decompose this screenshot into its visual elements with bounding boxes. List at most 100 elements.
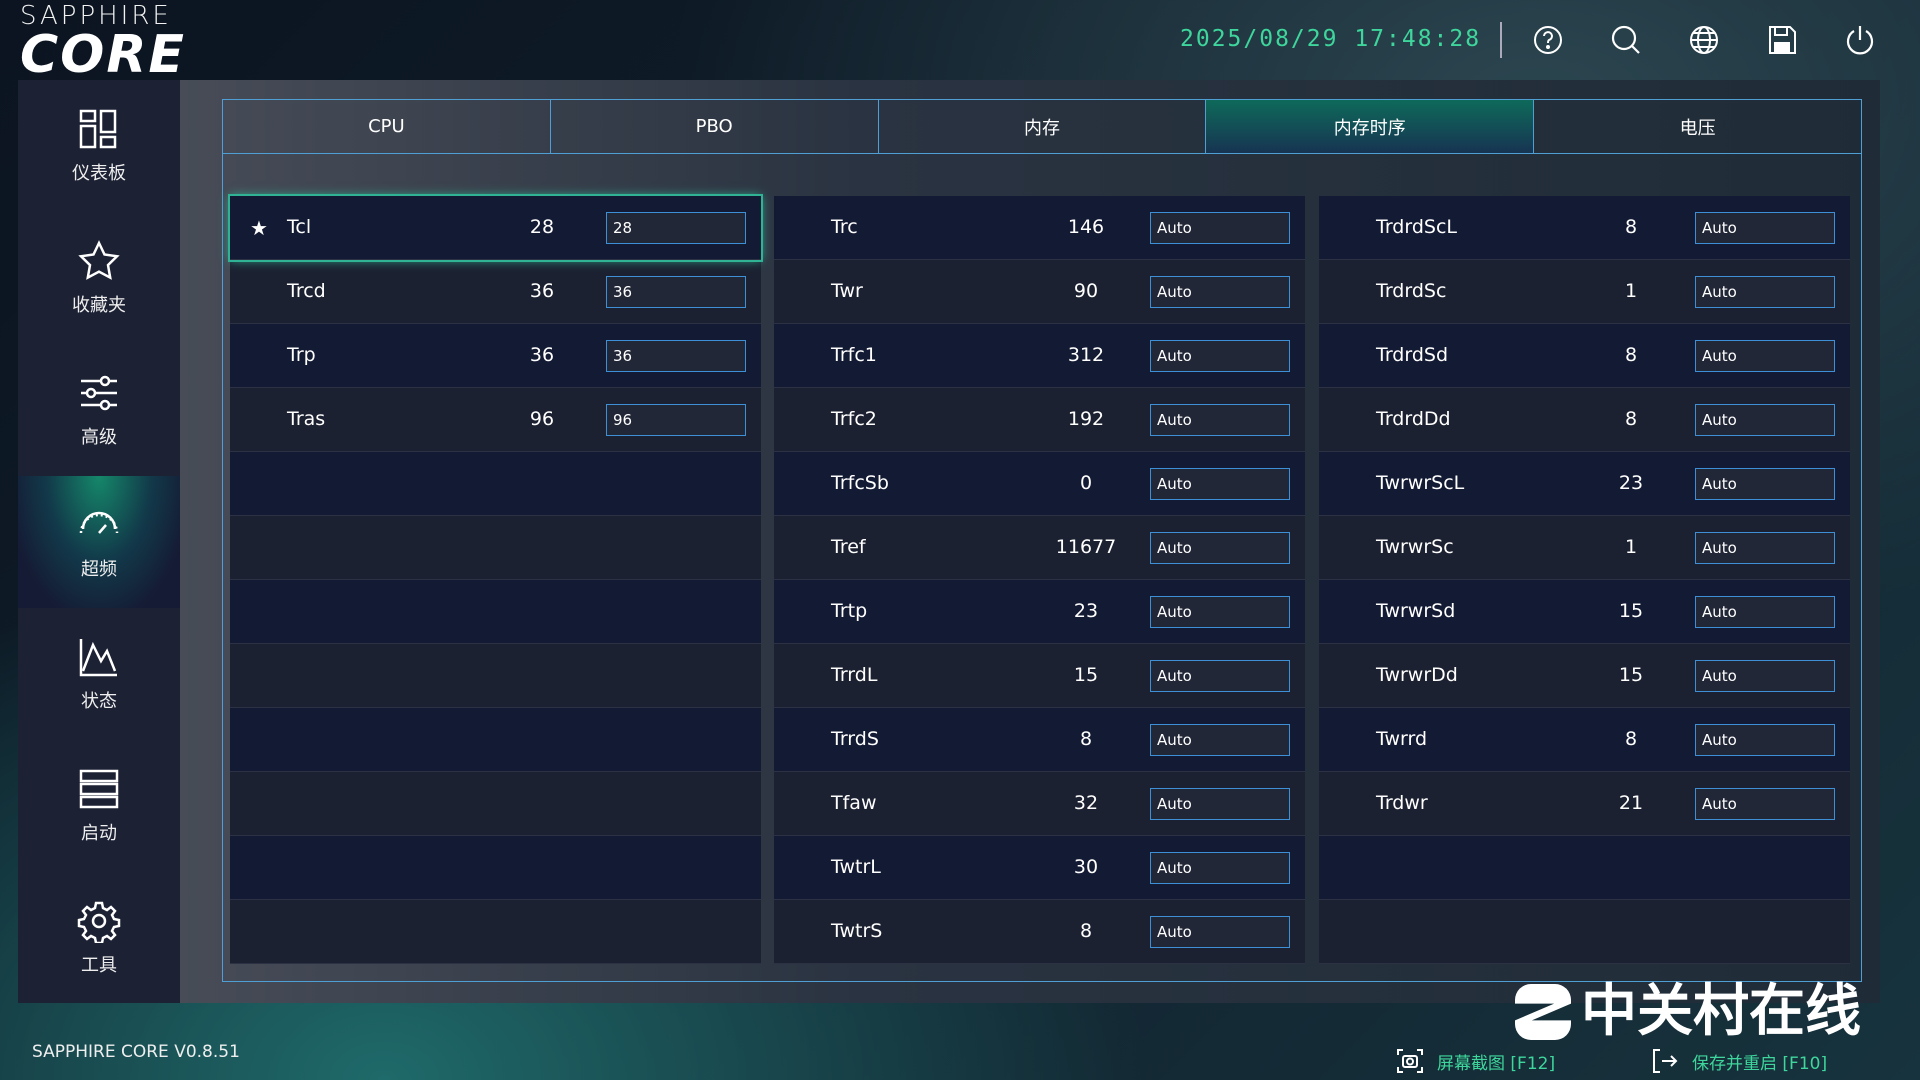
timing-input[interactable]: Auto xyxy=(1150,660,1290,692)
timing-input[interactable]: Auto xyxy=(1150,916,1290,948)
table-row[interactable]: Tref 11677 Auto xyxy=(774,516,1305,580)
timing-current-value: 8 xyxy=(1624,408,1638,430)
table-row[interactable]: Trdwr 21 Auto xyxy=(1319,772,1850,836)
sidebar-item-advanced[interactable]: 高级 xyxy=(18,344,180,476)
timing-input[interactable]: Auto xyxy=(1695,276,1835,308)
search-icon[interactable] xyxy=(1610,24,1642,56)
sidebar-item-overclock[interactable]: 超频 xyxy=(18,476,180,608)
table-row[interactable]: TrdrdScL 8 Auto xyxy=(1319,196,1850,260)
timing-input[interactable]: Auto xyxy=(1150,276,1290,308)
timing-input[interactable]: Auto xyxy=(1150,532,1290,564)
table-row[interactable]: TwtrL 30 Auto xyxy=(774,836,1305,900)
timing-name: TwrwrSd xyxy=(1376,600,1456,622)
table-row[interactable]: Trfc1 312 Auto xyxy=(774,324,1305,388)
power-icon[interactable] xyxy=(1844,24,1876,56)
favorite-star-icon[interactable]: ★ xyxy=(250,216,268,240)
table-row[interactable]: Trfc2 192 Auto xyxy=(774,388,1305,452)
timing-input[interactable]: Auto xyxy=(1150,788,1290,820)
timing-name: Tcl xyxy=(287,216,312,238)
table-row[interactable]: TrdrdSd 8 Auto xyxy=(1319,324,1850,388)
timing-current-value: 28 xyxy=(529,216,555,238)
timing-input[interactable]: Auto xyxy=(1150,852,1290,884)
timing-current-value: 23 xyxy=(1618,472,1644,494)
table-row[interactable]: Trtp 23 Auto xyxy=(774,580,1305,644)
timing-input[interactable]: 36 xyxy=(606,276,746,308)
timing-input[interactable]: Auto xyxy=(1150,404,1290,436)
timing-name: Twr xyxy=(831,280,863,302)
timing-input[interactable]: Auto xyxy=(1695,596,1835,628)
timing-input[interactable]: Auto xyxy=(1150,340,1290,372)
sidebar-item-tools[interactable]: 工具 xyxy=(18,872,180,1004)
watermark-logo-icon xyxy=(1515,984,1571,1040)
timing-current-value: 8 xyxy=(1624,216,1638,238)
timing-input[interactable]: 96 xyxy=(606,404,746,436)
exit-icon xyxy=(1653,1049,1678,1073)
timing-name: TrrdS xyxy=(831,728,879,750)
table-row[interactable]: Trc 146 Auto xyxy=(774,196,1305,260)
table-row[interactable]: ★ Tcl 28 28 xyxy=(228,194,763,262)
tab-cpu[interactable]: CPU xyxy=(223,100,551,153)
help-icon[interactable] xyxy=(1532,24,1564,56)
timings-column-1: ★ Tcl 28 28 Trcd 36 36 Trp 36 36 Tras 96 96 xyxy=(228,194,763,964)
timing-name: TrdrdSd xyxy=(1376,344,1449,366)
tab-memory[interactable]: 内存 xyxy=(879,100,1207,153)
tab-bar: CPU PBO 内存 内存时序 电压 xyxy=(223,100,1861,154)
timing-input[interactable]: Auto xyxy=(1150,724,1290,756)
timing-input[interactable]: Auto xyxy=(1695,468,1835,500)
table-row[interactable]: TwrwrScL 23 Auto xyxy=(1319,452,1850,516)
sidebar: 仪表板 收藏夹 高级 超频 状态 启动 工具 xyxy=(18,80,180,1003)
table-row xyxy=(230,644,761,708)
timing-input[interactable]: Auto xyxy=(1695,340,1835,372)
table-row[interactable]: Twrrd 8 Auto xyxy=(1319,708,1850,772)
timing-input[interactable]: Auto xyxy=(1150,468,1290,500)
tab-memory-timings[interactable]: 内存时序 xyxy=(1206,100,1535,153)
timing-input[interactable]: Auto xyxy=(1695,660,1835,692)
table-row[interactable]: Tfaw 32 Auto xyxy=(774,772,1305,836)
timing-current-value: 8 xyxy=(1624,728,1638,750)
timing-current-value: 1 xyxy=(1624,536,1638,558)
sidebar-item-status[interactable]: 状态 xyxy=(18,608,180,740)
table-row[interactable]: TwtrS 8 Auto xyxy=(774,900,1305,964)
timing-input[interactable]: Auto xyxy=(1695,724,1835,756)
sidebar-item-label: 收藏夹 xyxy=(72,295,126,316)
save-icon[interactable] xyxy=(1766,24,1798,56)
timing-current-value: 36 xyxy=(529,344,555,366)
table-row[interactable]: Trp 36 36 xyxy=(230,324,761,388)
table-row xyxy=(230,516,761,580)
timing-input[interactable]: Auto xyxy=(1150,212,1290,244)
table-row[interactable]: TrrdL 15 Auto xyxy=(774,644,1305,708)
sidebar-item-favorites[interactable]: 收藏夹 xyxy=(18,212,180,344)
timing-input[interactable]: 36 xyxy=(606,340,746,372)
timing-input[interactable]: Auto xyxy=(1695,212,1835,244)
tab-pbo[interactable]: PBO xyxy=(551,100,879,153)
timing-input[interactable]: Auto xyxy=(1695,532,1835,564)
timing-input[interactable]: 28 xyxy=(606,212,746,244)
timing-input[interactable]: Auto xyxy=(1695,788,1835,820)
table-row[interactable]: TrrdS 8 Auto xyxy=(774,708,1305,772)
tab-voltage[interactable]: 电压 xyxy=(1679,117,1716,139)
timing-name: Trcd xyxy=(287,280,326,302)
screenshot-button[interactable]: 屏幕截图 [F12] xyxy=(1395,1046,1555,1076)
timing-name: Tfaw xyxy=(831,792,877,814)
table-row[interactable]: Trcd 36 36 xyxy=(230,260,761,324)
globe-icon[interactable] xyxy=(1688,24,1720,56)
timing-current-value: 36 xyxy=(529,280,555,302)
timing-input[interactable]: Auto xyxy=(1150,596,1290,628)
timing-current-value: 96 xyxy=(529,408,555,430)
table-row[interactable]: TrdrdDd 8 Auto xyxy=(1319,388,1850,452)
sidebar-item-boot[interactable]: 启动 xyxy=(18,740,180,872)
divider xyxy=(1500,22,1502,58)
table-row[interactable]: TwrwrSd 15 Auto xyxy=(1319,580,1850,644)
timing-current-value: 0 xyxy=(1079,472,1093,494)
sidebar-item-dashboard[interactable]: 仪表板 xyxy=(18,80,180,212)
sidebar-item-label: 超频 xyxy=(81,559,117,580)
table-row[interactable]: TrfcSb 0 Auto xyxy=(774,452,1305,516)
table-row[interactable]: TwrwrSc 1 Auto xyxy=(1319,516,1850,580)
timing-input[interactable]: Auto xyxy=(1695,404,1835,436)
timing-name: Trdwr xyxy=(1376,792,1428,814)
table-row[interactable]: TwrwrDd 15 Auto xyxy=(1319,644,1850,708)
save-restart-button[interactable]: 保存并重启 [F10] xyxy=(1650,1046,1827,1076)
table-row[interactable]: TrdrdSc 1 Auto xyxy=(1319,260,1850,324)
table-row[interactable]: Twr 90 Auto xyxy=(774,260,1305,324)
table-row[interactable]: Tras 96 96 xyxy=(230,388,761,452)
